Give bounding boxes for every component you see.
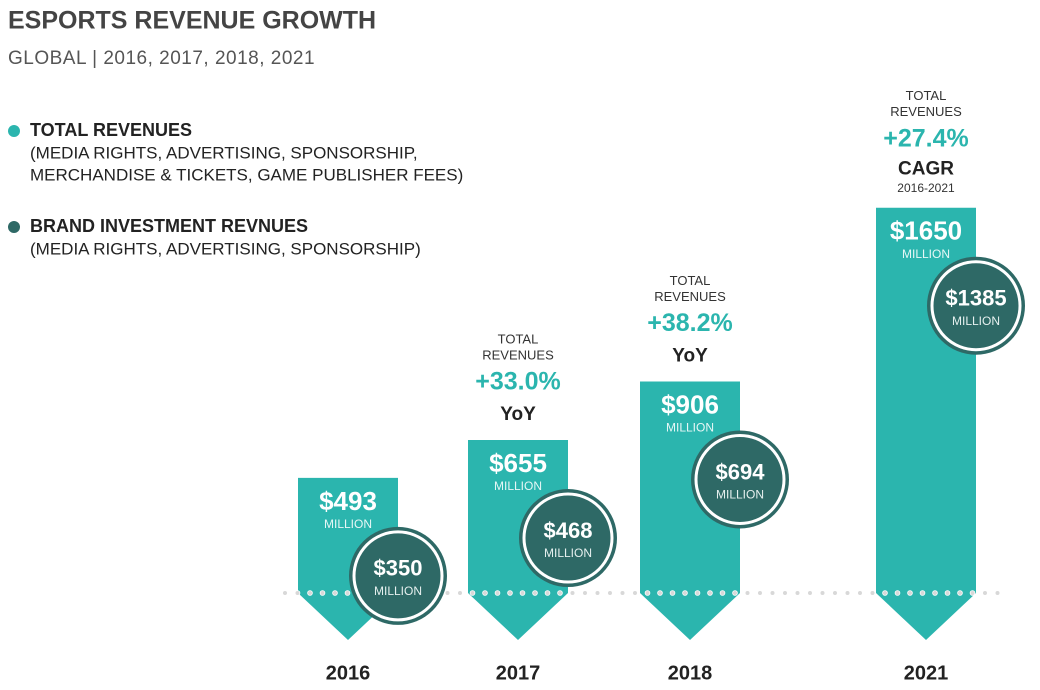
annotation-label: REVENUES xyxy=(890,104,962,119)
annotation-basis: YoY xyxy=(500,404,536,425)
baseline-dot xyxy=(344,590,351,596)
baseline-dot xyxy=(494,590,501,596)
baseline-dot xyxy=(769,590,776,596)
baseline-dot xyxy=(507,590,513,596)
legend-description: (MEDIA RIGHTS, ADVERTISING, SPONSORSHIP) xyxy=(30,239,421,258)
value-label: $906 xyxy=(661,389,719,419)
baseline-dot xyxy=(444,590,451,596)
baseline-dot xyxy=(919,590,926,596)
value-label: $655 xyxy=(489,448,547,478)
baseline-dot xyxy=(707,590,713,596)
baseline-dot xyxy=(457,590,463,596)
annotation-label: TOTAL xyxy=(670,273,711,288)
brand-value-label: $350 xyxy=(374,556,423,581)
baseline-dot xyxy=(857,590,863,596)
baseline-dot xyxy=(594,590,601,596)
baseline-dot xyxy=(869,590,876,596)
baseline-dot xyxy=(982,590,988,596)
annotation-change: +33.0% xyxy=(475,368,561,396)
chart-subtitle: GLOBAL | 2016, 2017, 2018, 2021 xyxy=(8,48,315,69)
annotation-label: REVENUES xyxy=(654,289,726,304)
baseline-dot xyxy=(532,590,538,596)
brand-marker xyxy=(930,260,1022,352)
baseline-dot xyxy=(994,590,1001,596)
value-unit: MILLION xyxy=(494,479,542,493)
annotation-change: +27.4% xyxy=(883,124,969,152)
annotation-label: TOTAL xyxy=(498,331,539,346)
baseline-dot xyxy=(807,590,813,596)
baseline-dot xyxy=(469,590,476,596)
baseline-dot xyxy=(569,590,576,596)
chart-title: ESPORTS REVENUE GROWTH xyxy=(8,7,376,35)
bar xyxy=(468,440,568,640)
x-tick-label: 2021 xyxy=(904,662,949,684)
legend-marker xyxy=(8,125,20,137)
baseline-dot xyxy=(294,590,301,596)
brand-value-label: $468 xyxy=(544,518,593,543)
annotation-label: TOTAL xyxy=(906,88,947,103)
baseline-dot xyxy=(632,590,638,596)
baseline-dot xyxy=(794,590,801,596)
baseline-dot xyxy=(282,590,288,596)
baseline-dot xyxy=(319,590,326,596)
baseline-dot xyxy=(732,590,738,596)
legend-description: MERCHANDISE & TICKETS, GAME PUBLISHER FE… xyxy=(30,165,463,184)
value-unit: MILLION xyxy=(324,517,372,531)
baseline-dot xyxy=(782,590,788,596)
legend-marker xyxy=(8,221,20,233)
baseline-dot xyxy=(307,590,313,596)
baseline-dot xyxy=(557,590,563,596)
legend-label: BRAND INVESTMENT REVNUES xyxy=(30,216,308,236)
value-label: $493 xyxy=(319,486,377,516)
baseline-dot xyxy=(819,590,826,596)
brand-value-unit: MILLION xyxy=(716,488,764,502)
annotation-label: REVENUES xyxy=(482,347,554,362)
baseline-dot xyxy=(682,590,688,596)
brand-value-label: $1385 xyxy=(945,286,1006,311)
brand-marker xyxy=(352,530,444,622)
baseline-dot xyxy=(582,590,588,596)
baseline-dot xyxy=(844,590,851,596)
annotation-basis: YoY xyxy=(672,345,708,366)
brand-value-unit: MILLION xyxy=(544,546,592,560)
baseline-dot xyxy=(669,590,676,596)
baseline-dot xyxy=(882,590,888,596)
brand-value-unit: MILLION xyxy=(374,584,422,598)
baseline-dot xyxy=(907,590,913,596)
baseline-dot xyxy=(619,590,626,596)
brand-value-unit: MILLION xyxy=(952,314,1000,328)
baseline-dot xyxy=(757,590,763,596)
annotation-basis: CAGR xyxy=(898,159,954,180)
baseline-dot xyxy=(657,590,663,596)
brand-marker xyxy=(694,433,786,525)
annotation-period: 2016-2021 xyxy=(897,181,955,195)
baseline-dot xyxy=(969,590,976,596)
x-tick-label: 2016 xyxy=(326,662,371,684)
brand-marker xyxy=(522,492,614,584)
baseline-dot xyxy=(894,590,901,596)
value-label: $1650 xyxy=(890,216,962,246)
brand-value-label: $694 xyxy=(716,459,766,484)
x-tick-label: 2018 xyxy=(668,662,713,684)
legend-description: (MEDIA RIGHTS, ADVERTISING, SPONSORSHIP, xyxy=(30,143,418,162)
value-unit: MILLION xyxy=(902,247,950,261)
x-tick-label: 2017 xyxy=(496,662,541,684)
baseline-dot xyxy=(644,590,651,596)
baseline-dot xyxy=(332,590,338,596)
legend-label: TOTAL REVENUES xyxy=(30,120,192,140)
baseline-dot xyxy=(607,590,613,596)
baseline-dot xyxy=(957,590,963,596)
value-unit: MILLION xyxy=(666,421,714,435)
baseline-dot xyxy=(694,590,701,596)
baseline-dot xyxy=(932,590,938,596)
baseline-dot xyxy=(519,590,526,596)
baseline-dot xyxy=(832,590,838,596)
baseline-dot xyxy=(744,590,751,596)
baseline-dot xyxy=(544,590,551,596)
annotation-change: +38.2% xyxy=(647,309,733,337)
baseline-dot xyxy=(944,590,951,596)
baseline-dot xyxy=(482,590,488,596)
baseline-dot xyxy=(719,590,726,596)
